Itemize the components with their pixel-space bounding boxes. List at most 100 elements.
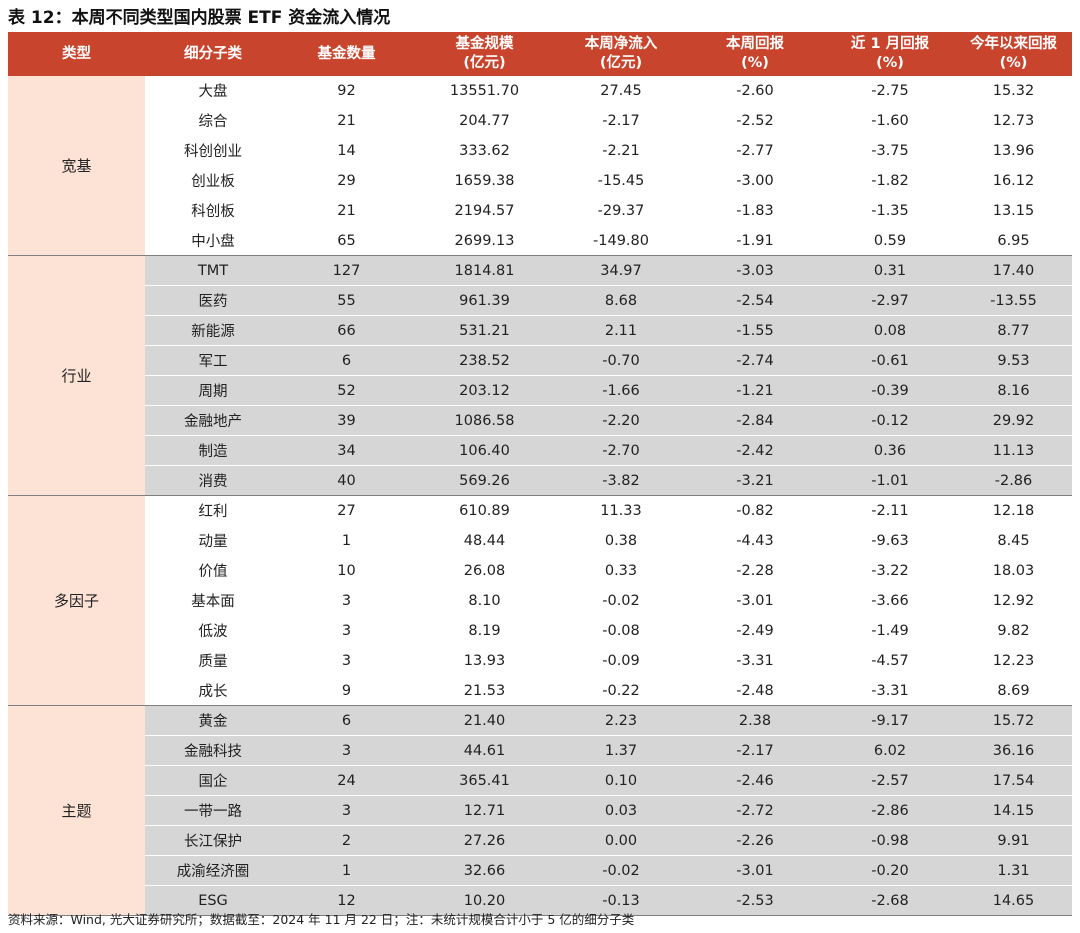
- week-return-cell: -0.82: [685, 495, 825, 526]
- net-inflow-cell: 2.11: [557, 315, 685, 346]
- sub-category-cell: 长江保护: [145, 825, 281, 856]
- fund-scale-cell: 2194.57: [412, 195, 557, 226]
- net-inflow-cell: 2.23: [557, 705, 685, 736]
- header-scale: 基金规模 (亿元): [412, 32, 557, 76]
- fund-count-cell: 65: [281, 225, 412, 256]
- table-row: 科创创业 14 333.62 -2.21 -2.77 -3.75 13.96: [8, 135, 1072, 166]
- month-return-cell: 0.36: [825, 435, 955, 466]
- ytd-return-cell: 8.16: [955, 375, 1072, 406]
- net-inflow-cell: -3.82: [557, 465, 685, 496]
- ytd-return-cell: 9.91: [955, 825, 1072, 856]
- category-cell: 宽基: [8, 76, 145, 256]
- month-return-cell: -9.63: [825, 525, 955, 556]
- source-note: 资料来源：Wind, 光大证券研究所；数据截至：2024 年 11 月 22 日…: [8, 912, 635, 927]
- ytd-return-cell: 17.40: [955, 255, 1072, 286]
- net-inflow-cell: -2.70: [557, 435, 685, 466]
- fund-scale-cell: 44.61: [412, 735, 557, 766]
- ytd-return-cell: 17.54: [955, 765, 1072, 796]
- fund-scale-cell: 26.08: [412, 555, 557, 586]
- ytd-return-cell: 14.15: [955, 795, 1072, 826]
- sub-category-cell: 制造: [145, 435, 281, 466]
- month-return-cell: -0.20: [825, 855, 955, 886]
- net-inflow-cell: 1.37: [557, 735, 685, 766]
- fund-scale-cell: 10.20: [412, 885, 557, 916]
- table-row: 一带一路 3 12.71 0.03 -2.72 -2.86 14.15: [8, 795, 1072, 826]
- sub-category-cell: 中小盘: [145, 225, 281, 256]
- ytd-return-cell: 8.69: [955, 675, 1072, 706]
- month-return-cell: 0.31: [825, 255, 955, 286]
- month-return-cell: 0.08: [825, 315, 955, 346]
- ytd-return-cell: 29.92: [955, 405, 1072, 436]
- fund-scale-cell: 21.53: [412, 675, 557, 706]
- month-return-cell: -3.22: [825, 555, 955, 586]
- fund-scale-cell: 1659.38: [412, 165, 557, 196]
- month-return-cell: -0.12: [825, 405, 955, 436]
- net-inflow-cell: -15.45: [557, 165, 685, 196]
- fund-count-cell: 3: [281, 615, 412, 646]
- month-return-cell: -2.68: [825, 885, 955, 916]
- net-inflow-cell: -0.02: [557, 585, 685, 616]
- week-return-cell: -1.55: [685, 315, 825, 346]
- table-row: 军工 6 238.52 -0.70 -2.74 -0.61 9.53: [8, 345, 1072, 376]
- month-return-cell: -1.82: [825, 165, 955, 196]
- header-flow: 本周净流入 (亿元): [557, 32, 685, 76]
- table-row: 中小盘 65 2699.13 -149.80 -1.91 0.59 6.95: [8, 225, 1072, 256]
- week-return-cell: -2.72: [685, 795, 825, 826]
- fund-count-cell: 1: [281, 855, 412, 886]
- table-row: 新能源 66 531.21 2.11 -1.55 0.08 8.77: [8, 315, 1072, 346]
- fund-count-cell: 21: [281, 105, 412, 136]
- net-inflow-cell: 0.03: [557, 795, 685, 826]
- fund-count-cell: 27: [281, 495, 412, 526]
- sub-category-cell: 消费: [145, 465, 281, 496]
- ytd-return-cell: 12.73: [955, 105, 1072, 136]
- table-row: 长江保护 2 27.26 0.00 -2.26 -0.98 9.91: [8, 825, 1072, 856]
- fund-scale-cell: 8.10: [412, 585, 557, 616]
- fund-count-cell: 66: [281, 315, 412, 346]
- table-row: 宽基 大盘 92 13551.70 27.45 -2.60 -2.75 15.32: [8, 76, 1072, 256]
- week-return-cell: -2.42: [685, 435, 825, 466]
- fund-count-cell: 3: [281, 735, 412, 766]
- ytd-return-cell: 15.32: [955, 76, 1072, 106]
- month-return-cell: -1.60: [825, 105, 955, 136]
- fund-count-cell: 6: [281, 345, 412, 376]
- fund-scale-cell: 961.39: [412, 285, 557, 316]
- sub-category-cell: 成长: [145, 675, 281, 706]
- sub-category-cell: 黄金: [145, 705, 281, 736]
- week-return-cell: -3.31: [685, 645, 825, 676]
- sub-category-cell: 低波: [145, 615, 281, 646]
- ytd-return-cell: 15.72: [955, 705, 1072, 736]
- net-inflow-cell: -0.70: [557, 345, 685, 376]
- table-title: 表 12：本周不同类型国内股票 ETF 资金流入情况: [8, 8, 391, 28]
- month-return-cell: 0.59: [825, 225, 955, 256]
- fund-scale-cell: 333.62: [412, 135, 557, 166]
- sub-category-cell: 军工: [145, 345, 281, 376]
- ytd-return-cell: 12.92: [955, 585, 1072, 616]
- table-row: 多因子 红利 27 610.89 11.33 -0.82 -2.11 12.18: [8, 495, 1072, 706]
- week-return-cell: -1.83: [685, 195, 825, 226]
- week-return-cell: -2.46: [685, 765, 825, 796]
- week-return-cell: -2.48: [685, 675, 825, 706]
- ytd-return-cell: 12.18: [955, 495, 1072, 526]
- fund-scale-cell: 48.44: [412, 525, 557, 556]
- sub-category-cell: TMT: [145, 255, 281, 286]
- month-return-cell: -0.39: [825, 375, 955, 406]
- fund-count-cell: 39: [281, 405, 412, 436]
- month-return-cell: -2.75: [825, 76, 955, 106]
- net-inflow-cell: -1.66: [557, 375, 685, 406]
- fund-scale-cell: 32.66: [412, 855, 557, 886]
- table-row: 行业 TMT 127 1814.81 34.97 -3.03 0.31 17.40: [8, 255, 1072, 496]
- fund-count-cell: 55: [281, 285, 412, 316]
- fund-count-cell: 92: [281, 76, 412, 106]
- sub-category-cell: 科创板: [145, 195, 281, 226]
- header-sub: 细分子类: [145, 32, 281, 76]
- fund-count-cell: 3: [281, 795, 412, 826]
- net-inflow-cell: 27.45: [557, 76, 685, 106]
- fund-count-cell: 9: [281, 675, 412, 706]
- month-return-cell: -3.75: [825, 135, 955, 166]
- fund-count-cell: 40: [281, 465, 412, 496]
- category-cell: 主题: [8, 705, 145, 916]
- table-row: 价值 10 26.08 0.33 -2.28 -3.22 18.03: [8, 555, 1072, 586]
- month-return-cell: -1.49: [825, 615, 955, 646]
- ytd-return-cell: 8.77: [955, 315, 1072, 346]
